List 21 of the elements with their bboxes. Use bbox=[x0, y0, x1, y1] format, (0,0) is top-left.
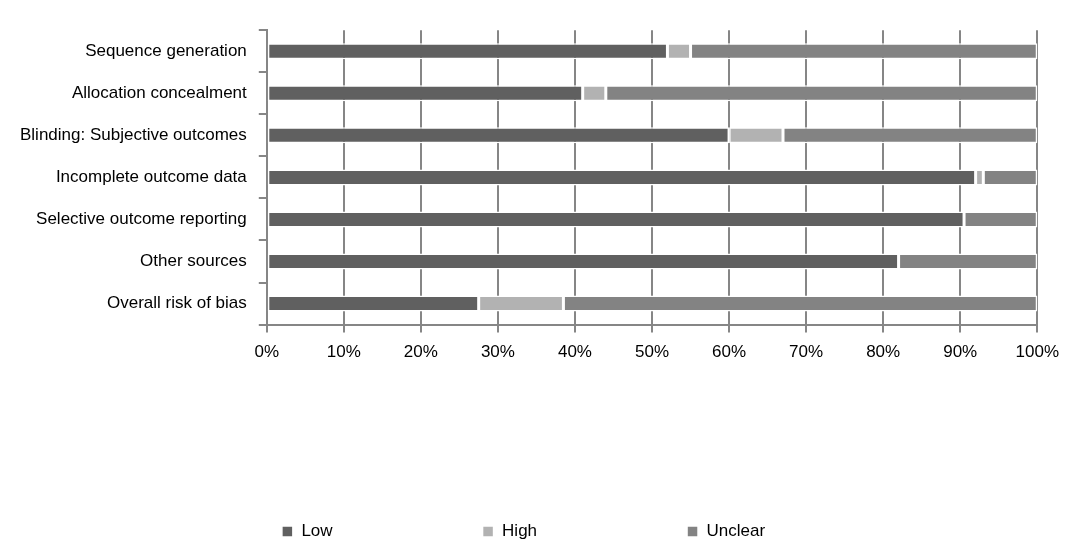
x-tick-label: 100% bbox=[1015, 342, 1059, 362]
y-tick-label: Blinding: Subjective outcomes bbox=[20, 125, 247, 145]
x-tick-label: 10% bbox=[326, 342, 361, 362]
y-tick-label: Selective outcome reporting bbox=[36, 209, 247, 229]
x-tick-label: 40% bbox=[557, 342, 592, 362]
x-tick-label: 30% bbox=[480, 342, 515, 362]
x-tick-label: 90% bbox=[943, 342, 978, 362]
x-tick-label: 80% bbox=[866, 342, 901, 362]
x-tick-label: 50% bbox=[635, 342, 670, 362]
x-tick-label: 70% bbox=[789, 342, 824, 362]
x-tick-label: 0% bbox=[254, 342, 280, 362]
y-tick-label: Other sources bbox=[140, 251, 247, 271]
y-tick-label: Overall risk of bias bbox=[106, 293, 247, 313]
legend-label: High bbox=[502, 521, 538, 541]
legend-label: Unclear bbox=[706, 521, 766, 541]
x-tick-label: 60% bbox=[712, 342, 747, 362]
y-tick-label: Incomplete outcome data bbox=[55, 167, 248, 187]
legend-label: Low bbox=[301, 521, 334, 541]
y-tick-label: Allocation concealment bbox=[71, 82, 248, 102]
x-tick-label: 20% bbox=[403, 342, 438, 362]
y-tick-label: Sequence generation bbox=[85, 40, 247, 60]
